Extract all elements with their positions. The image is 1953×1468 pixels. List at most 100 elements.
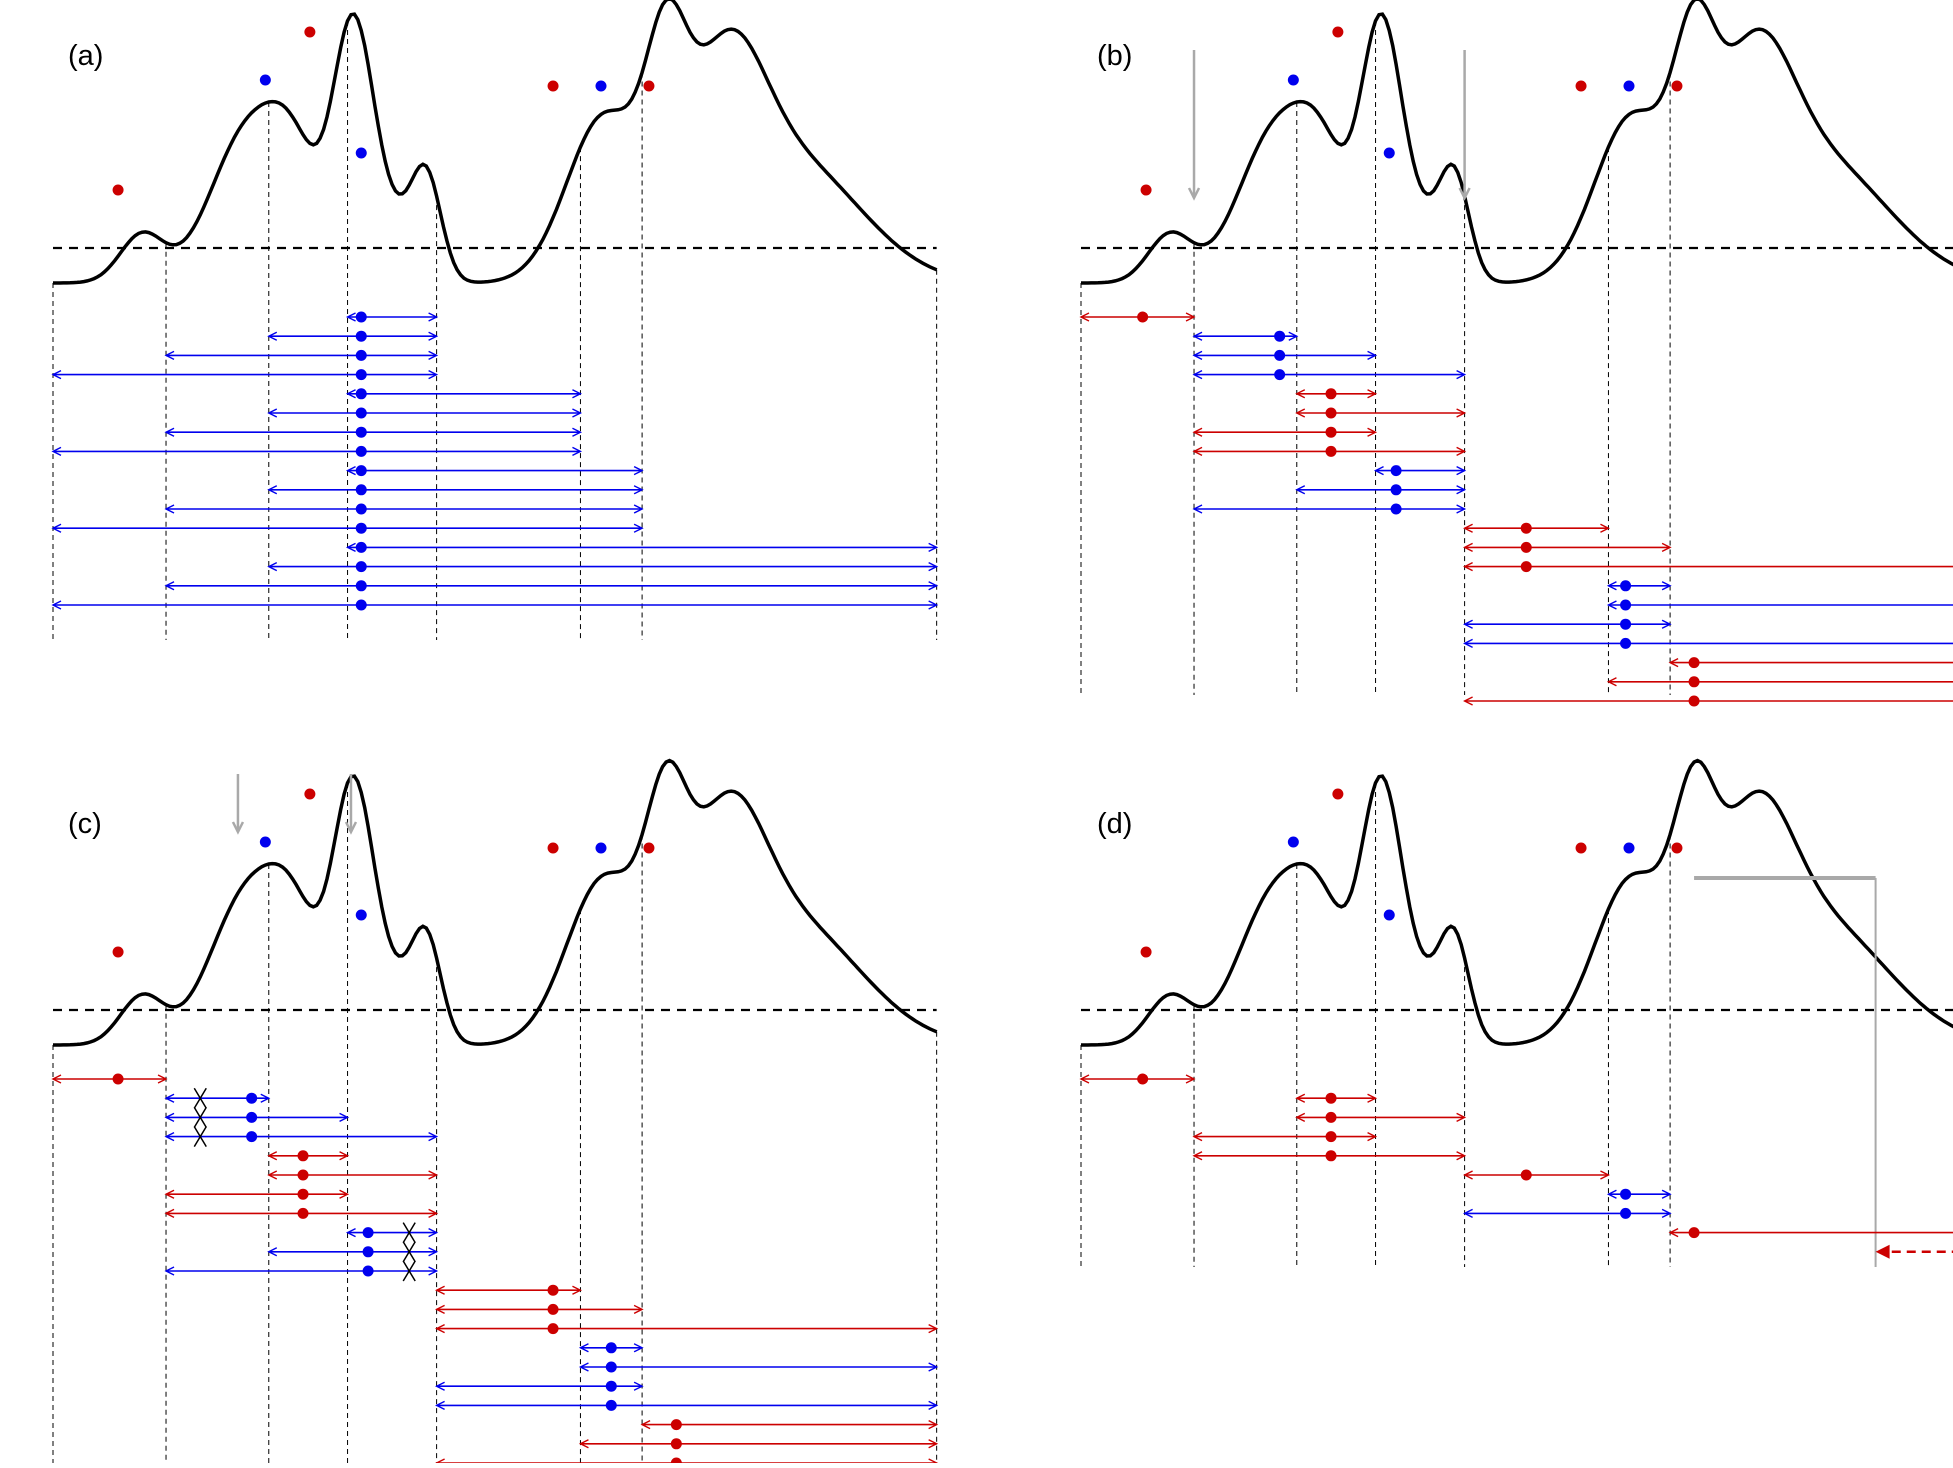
blue-interval-peak: [605, 1342, 617, 1354]
interval-left-head: [1192, 504, 1203, 514]
signal-curve: [53, 0, 938, 285]
gray-arrow-head: [1187, 187, 1201, 201]
panel-c: [51, 758, 939, 1468]
red-interval-peak: [1325, 1131, 1337, 1143]
blue-interval-peak: [605, 1380, 617, 1392]
blue-interval-peak: [355, 484, 367, 496]
interval-right-head: [428, 331, 439, 341]
interval-right-head: [428, 312, 439, 322]
interval-left-head: [1295, 1093, 1306, 1103]
red-interval-peak: [547, 1284, 559, 1296]
blue-peak-marker: [1623, 80, 1635, 92]
red-interval-peak: [297, 1150, 309, 1162]
blue-interval-peak: [355, 349, 367, 361]
red-interval-peak: [1520, 561, 1532, 573]
blue-peak-marker: [1287, 836, 1299, 848]
interval-left-head: [1463, 561, 1473, 572]
blue-interval-peak: [355, 426, 367, 438]
red-peak-marker: [643, 80, 655, 92]
red-interval-peak: [1137, 1073, 1149, 1085]
blue-interval-peak: [1620, 1188, 1632, 1200]
interval-right-head: [339, 1151, 350, 1161]
interval-left-head: [578, 1439, 589, 1449]
interval-left-head: [345, 465, 356, 476]
interval-left-head: [435, 1285, 445, 1295]
interval-right-head: [633, 485, 644, 495]
interval-left-head: [267, 1170, 278, 1180]
blue-interval-peak: [605, 1361, 617, 1373]
interval-left-head: [1463, 638, 1473, 649]
blue-interval-peak: [355, 388, 367, 400]
red-peak-marker: [1332, 26, 1344, 38]
interval-right-head: [928, 1400, 939, 1411]
interval-right-head: [1288, 331, 1299, 341]
red-peak-marker: [547, 80, 559, 92]
interval-left-head: [1192, 331, 1203, 341]
interval-right-head: [1367, 350, 1378, 361]
interval-right-head: [428, 1227, 439, 1238]
interval-right-head: [428, 1247, 439, 1257]
gray-arrow-head: [344, 821, 358, 835]
blue-interval-peak: [1274, 349, 1286, 361]
panel-d-label: (d): [1097, 808, 1133, 840]
interval-left-head: [1192, 427, 1203, 437]
blue-interval-peak: [1620, 1207, 1632, 1219]
red-peak-marker: [1575, 842, 1587, 854]
blue-interval-peak: [355, 330, 367, 342]
dashed-arrow-head: [1875, 1244, 1890, 1259]
blue-interval-peak: [355, 445, 367, 457]
interval-right-head: [1661, 1208, 1672, 1219]
interval-right-head: [1367, 389, 1378, 399]
panel-c-label: (c): [68, 808, 102, 840]
interval-right-head: [428, 1208, 439, 1219]
interval-left-head: [435, 1323, 445, 1334]
interval-left-head: [1463, 523, 1473, 533]
interval-left-head: [267, 1151, 278, 1161]
interval-right-head: [1456, 369, 1467, 380]
interval-right-head: [1661, 1189, 1672, 1199]
blue-peak-marker: [259, 836, 271, 848]
red-peak-marker: [1575, 80, 1587, 92]
blue-interval-peak: [355, 561, 367, 573]
interval-left-head: [1463, 542, 1473, 553]
interval-right-head: [1456, 485, 1467, 495]
interval-right-head: [428, 1266, 439, 1276]
cross-mark: [402, 1222, 416, 1243]
blue-interval-peak: [1620, 599, 1632, 611]
interval-right-head: [572, 389, 583, 399]
cross-mark: [193, 1126, 207, 1147]
interval-right-head: [1185, 1074, 1196, 1084]
interval-right-head: [339, 1112, 350, 1123]
interval-left-head: [51, 369, 62, 380]
red-interval-peak: [1325, 1092, 1337, 1104]
interval-left-head: [1295, 485, 1306, 495]
red-interval-peak: [547, 1303, 559, 1315]
interval-right-head: [633, 1343, 644, 1353]
red-peak-marker: [1140, 946, 1152, 958]
red-interval-peak: [670, 1438, 682, 1450]
red-interval-peak: [297, 1188, 309, 1200]
interval-left-head: [51, 446, 62, 457]
interval-left-head: [164, 1189, 175, 1199]
signal-curve: [1081, 758, 1953, 1047]
interval-right-head: [428, 350, 439, 361]
signal-curve: [1081, 0, 1953, 285]
blue-interval-peak: [355, 503, 367, 515]
red-interval-peak: [1325, 426, 1337, 438]
interval-left-head: [164, 581, 175, 591]
interval-right-head: [572, 427, 583, 437]
interval-right-head: [572, 446, 583, 457]
interval-right-head: [1367, 1093, 1378, 1103]
interval-right-head: [928, 581, 939, 591]
red-interval-peak: [1325, 1150, 1337, 1162]
interval-left-head: [640, 1419, 651, 1430]
interval-left-head: [1606, 677, 1617, 687]
interval-left-head: [164, 1266, 175, 1276]
interval-left-head: [1295, 389, 1306, 399]
interval-right-head: [428, 369, 439, 380]
interval-left-head: [267, 1247, 278, 1257]
interval-left-head: [267, 485, 278, 495]
interval-left-head: [164, 1208, 175, 1219]
red-interval-peak: [297, 1169, 309, 1181]
blue-interval-peak: [355, 407, 367, 419]
